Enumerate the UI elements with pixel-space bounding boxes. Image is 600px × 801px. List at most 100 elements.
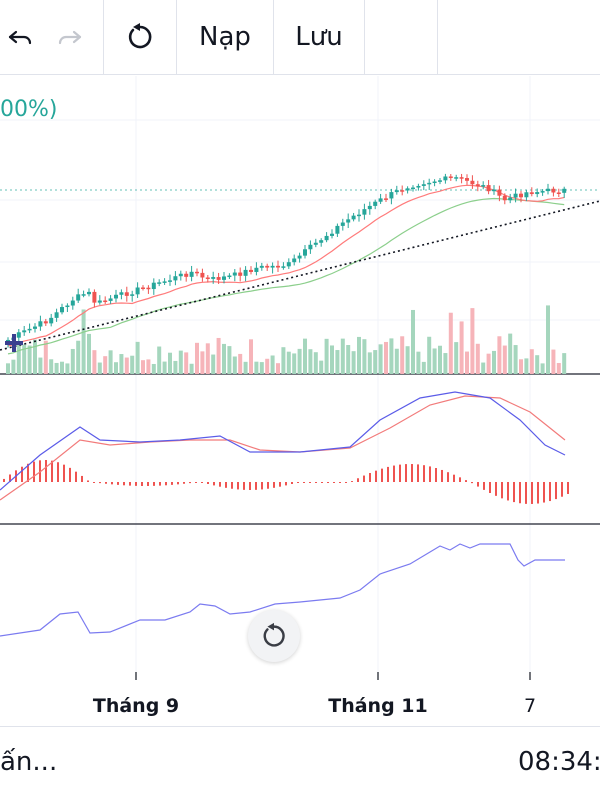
volume-bar: [324, 338, 329, 374]
candle-body: [411, 187, 415, 190]
volume-bar: [11, 359, 16, 374]
candle-body: [443, 176, 448, 181]
reset-chart-button[interactable]: [104, 0, 176, 74]
volume-bar: [38, 357, 43, 374]
candle-body: [459, 177, 464, 179]
volume-bar: [497, 336, 502, 374]
volume-bar: [114, 362, 118, 374]
candle-body: [157, 282, 162, 284]
undo-icon: [8, 30, 32, 45]
volume-bar: [535, 355, 540, 374]
candle-body: [162, 281, 167, 283]
volume-bar: [454, 342, 459, 374]
candle-body: [497, 189, 502, 196]
volume-bar: [6, 363, 10, 374]
candle-body: [173, 276, 178, 281]
candle-body: [546, 188, 550, 192]
volume-bar: [276, 363, 280, 374]
volume-bar: [351, 351, 356, 374]
candle-body: [254, 267, 259, 272]
candle-body: [195, 271, 199, 274]
reset-view-button[interactable]: [248, 610, 300, 662]
candle-body: [292, 258, 297, 263]
load-button-label: Nạp: [199, 22, 251, 52]
volume-bar: [551, 349, 556, 374]
reset-icon: [263, 622, 285, 647]
candle-body: [222, 276, 226, 280]
candle-body: [200, 272, 205, 278]
volume-bar: [519, 359, 523, 374]
candle-body: [33, 326, 37, 329]
volume-bar: [459, 321, 464, 374]
redo-button[interactable]: [46, 0, 94, 74]
candle-body: [308, 244, 313, 250]
price-chart[interactable]: 00%) Tháng 9 Tháng 11 7: [0, 74, 600, 726]
toolbar-divider: [176, 0, 177, 74]
toolbar-divider: [437, 0, 438, 74]
volume-bar: [195, 342, 199, 374]
candle-body: [421, 184, 426, 186]
candle-body: [297, 255, 302, 259]
volume-bar: [443, 353, 448, 374]
candle-body: [265, 265, 270, 268]
volume-bar: [265, 358, 270, 374]
volume-bar: [556, 363, 561, 374]
crosshair-marker: [5, 334, 23, 352]
candle-body: [535, 192, 540, 195]
candle-body: [529, 192, 534, 195]
candle-body: [205, 277, 210, 279]
volume-bar: [465, 351, 469, 374]
volume-bar: [270, 355, 275, 374]
candle-body: [367, 205, 372, 210]
candle-body: [524, 192, 529, 198]
candle-body: [303, 249, 307, 256]
candle-body: [151, 282, 156, 290]
candle-body: [384, 198, 388, 200]
candle-body: [124, 292, 129, 296]
volume-bar: [373, 350, 378, 374]
candle-body: [508, 197, 513, 201]
save-button[interactable]: Lưu: [274, 0, 364, 74]
candle-body: [427, 182, 432, 185]
candle-body: [562, 188, 567, 193]
candle-body: [60, 307, 64, 313]
volume-bar: [313, 352, 318, 374]
volume-bar: [492, 350, 496, 374]
candle-body: [54, 312, 59, 318]
volume-bar: [211, 354, 216, 374]
candle-body: [114, 294, 118, 299]
candle-body: [16, 332, 21, 338]
candle-body: [259, 265, 264, 268]
toolbar-divider: [364, 0, 365, 74]
undo-button[interactable]: [0, 0, 40, 74]
candle-body: [556, 192, 561, 194]
volume-bar: [389, 338, 394, 374]
chart-toolbar: Nạp Lưu: [0, 0, 600, 75]
volume-bar: [87, 333, 91, 374]
x-axis-label: Tháng 9: [93, 695, 179, 717]
volume-bar: [157, 346, 162, 374]
candle-body: [70, 300, 75, 306]
candle-body: [270, 265, 275, 268]
candle-body: [22, 330, 27, 333]
toolbar-divider: [273, 0, 274, 74]
volume-bar: [178, 350, 183, 374]
load-button[interactable]: Nạp: [177, 0, 273, 74]
candle-body: [97, 300, 102, 303]
candle-body: [340, 222, 345, 226]
candle-body: [178, 273, 183, 277]
volume-bar: [43, 340, 48, 374]
candle-body: [438, 180, 442, 182]
candle-body: [346, 219, 351, 223]
candle-body: [108, 298, 113, 301]
indicator-label: 00%): [0, 97, 57, 122]
volume-bar: [92, 350, 97, 374]
volume-bar: [421, 361, 426, 374]
volume-bar: [22, 344, 27, 374]
candle-body: [416, 185, 421, 188]
candle-body: [513, 193, 518, 198]
volume-bar: [205, 343, 210, 374]
candle-body: [43, 321, 48, 324]
candle-body: [335, 225, 340, 234]
volume-bar: [540, 363, 545, 374]
